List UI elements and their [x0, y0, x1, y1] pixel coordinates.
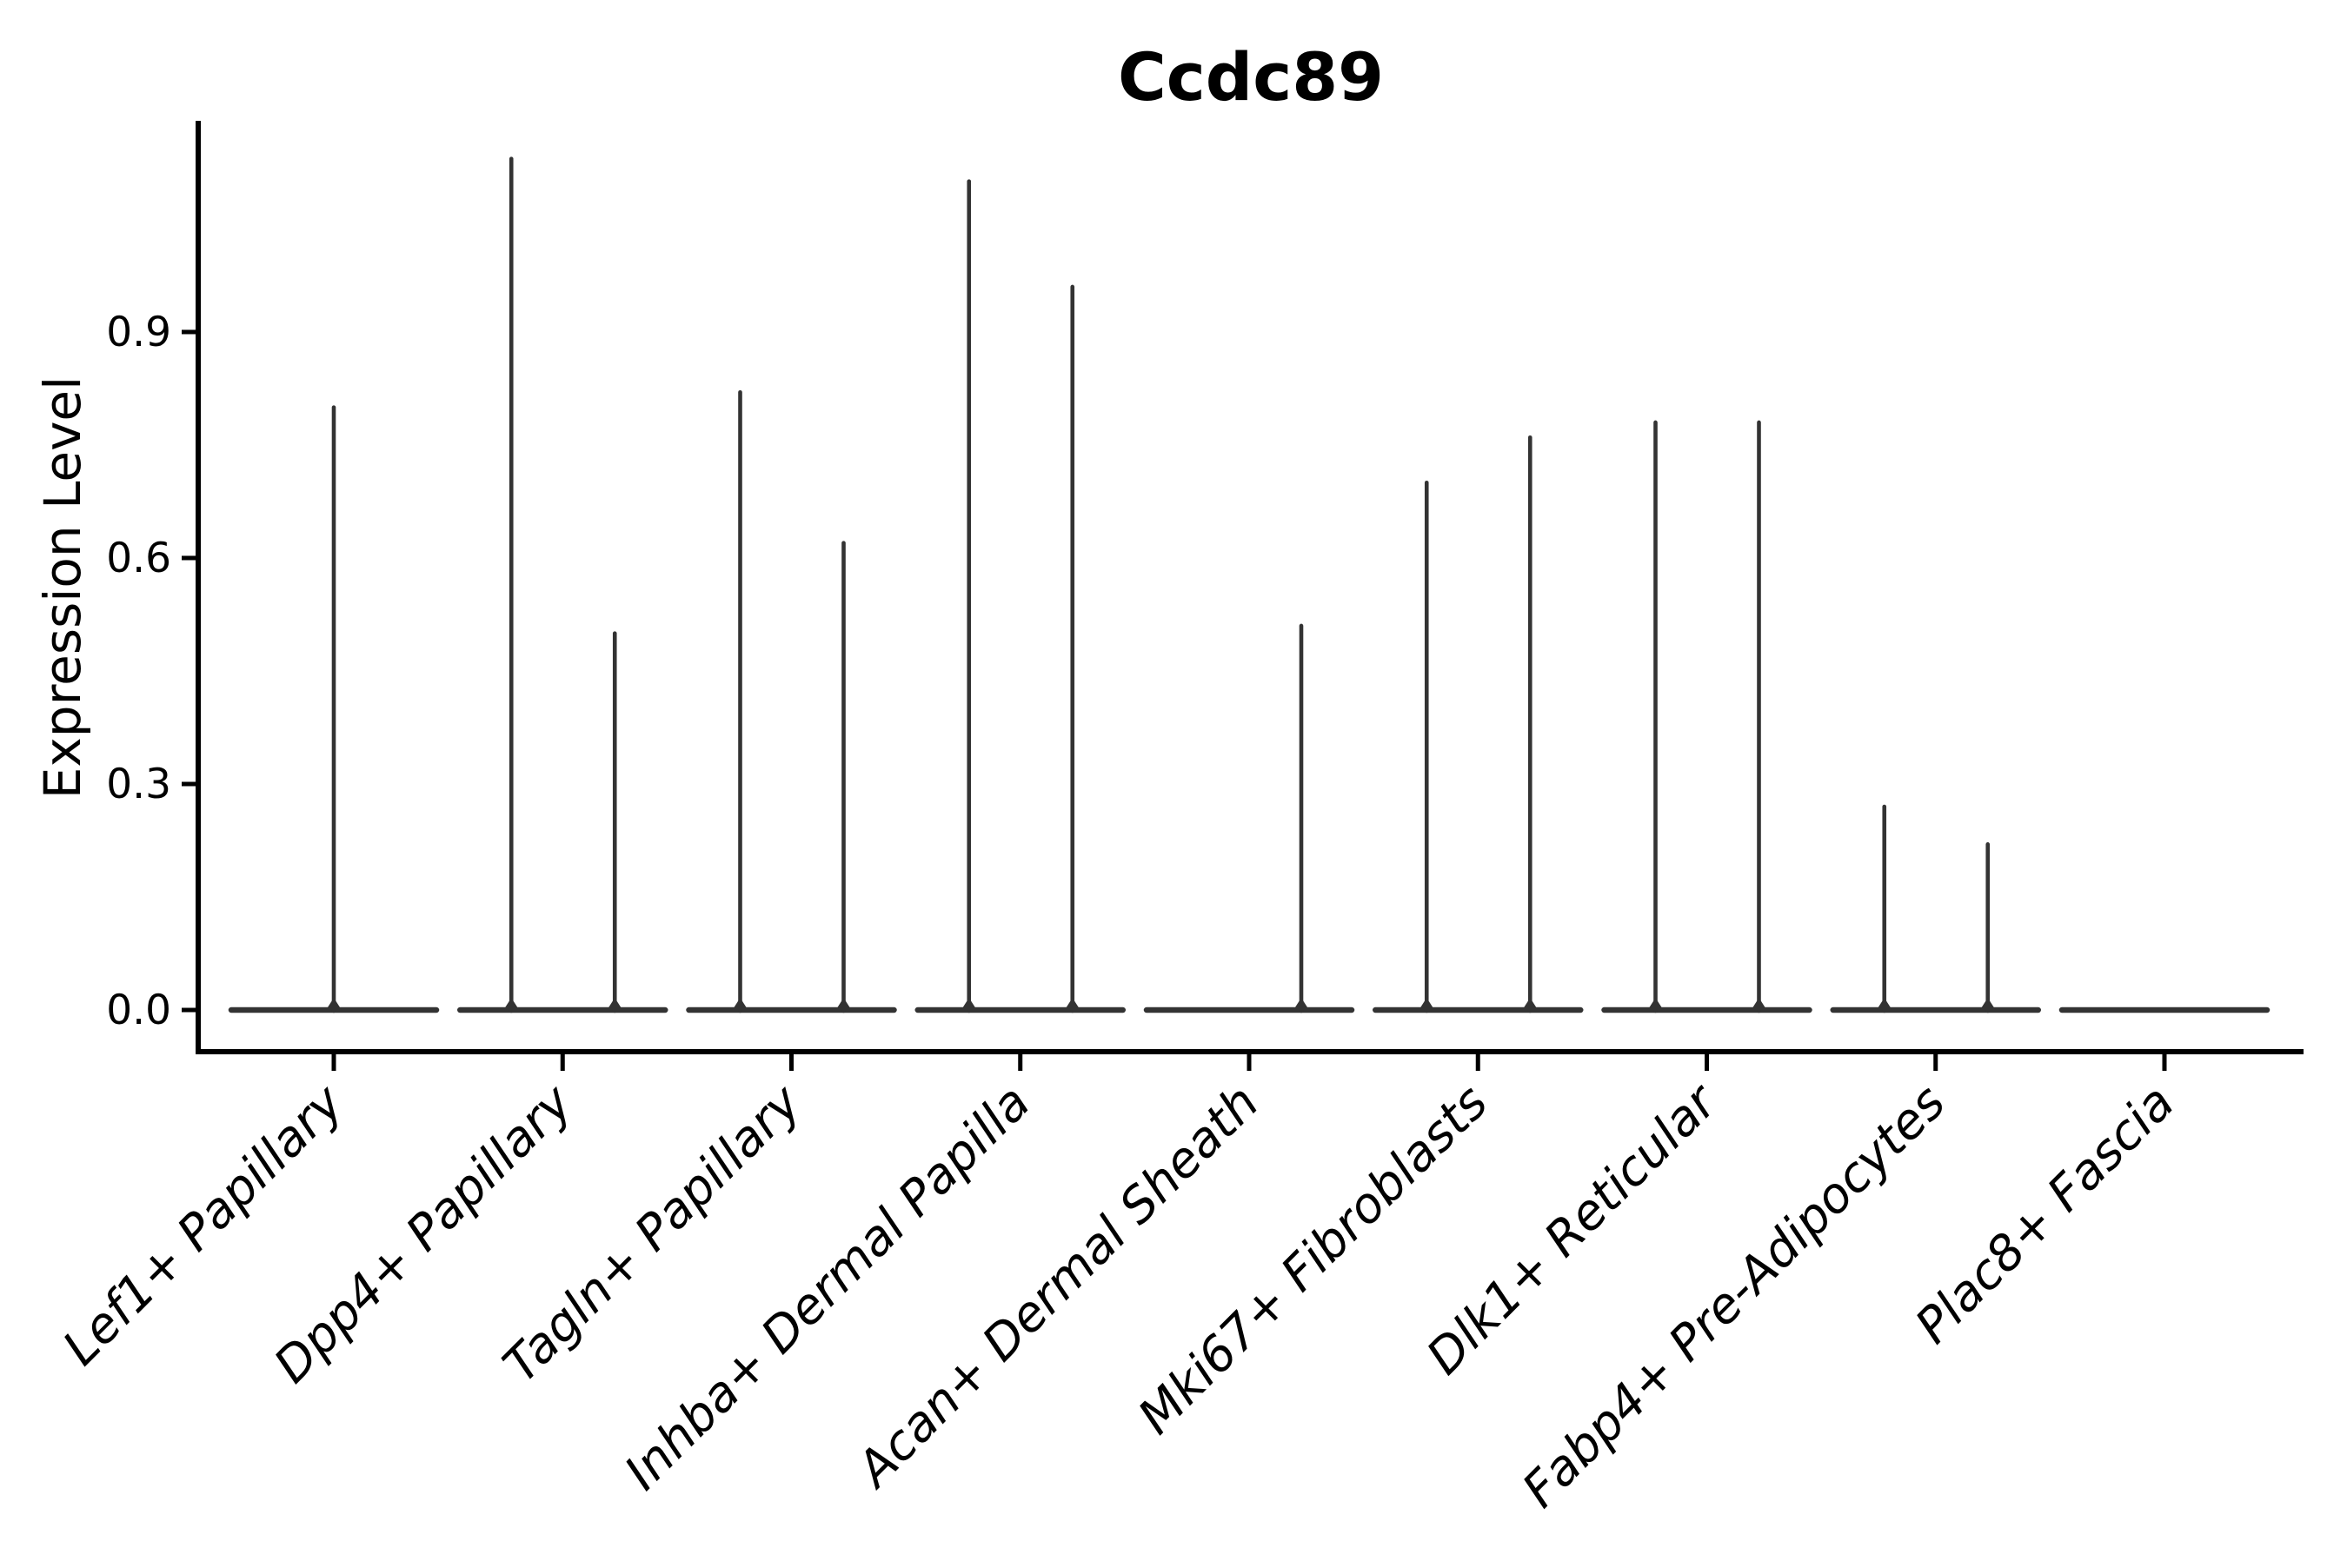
x-tick-label: Fabp4+ Pre-Adipocytes [1512, 1074, 1956, 1518]
y-tick-label: 0.0 [106, 987, 171, 1034]
violin-spike-flare [607, 998, 623, 1010]
violin-spike-flare [732, 998, 748, 1010]
violin-spike-flare [835, 998, 852, 1010]
violin-spike-flare [1293, 998, 1309, 1010]
violin-spike-flare [1522, 998, 1539, 1010]
chart-title: Ccdc89 [1118, 38, 1384, 116]
violin-spike-flare [1979, 998, 1996, 1010]
violin-spike-flare [1419, 998, 1435, 1010]
violin-spike-flare [1064, 998, 1080, 1010]
violin-spike-flare [503, 998, 520, 1010]
x-tick-label: Inhba+ Dermal Papilla [615, 1074, 1041, 1501]
y-tick-label: 0.3 [106, 761, 171, 808]
violin-spike-flare [961, 998, 977, 1010]
violin-spike-flare [1876, 998, 1892, 1010]
violin-spike-flare [326, 998, 342, 1010]
y-axis-label: Expression Level [33, 376, 92, 799]
x-tick-label: Acan+ Dermal Sheath [845, 1074, 1270, 1499]
violin-spike-flare [1751, 998, 1767, 1010]
y-tick-label: 0.9 [106, 309, 171, 356]
y-tick-label: 0.6 [106, 535, 171, 582]
violin-spike-flare [1647, 998, 1664, 1010]
